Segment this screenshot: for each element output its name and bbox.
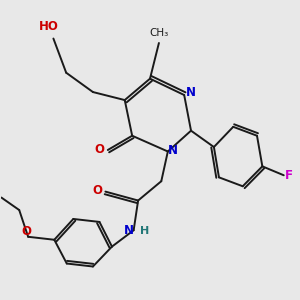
Text: N: N: [186, 86, 196, 99]
Text: H: H: [140, 226, 149, 236]
Text: HO: HO: [39, 20, 59, 33]
Text: O: O: [92, 184, 102, 196]
Text: F: F: [285, 169, 293, 182]
Text: N: N: [168, 144, 178, 158]
Text: N: N: [124, 224, 134, 237]
Text: O: O: [94, 143, 104, 156]
Text: O: O: [22, 225, 32, 238]
Text: CH₃: CH₃: [149, 28, 169, 38]
